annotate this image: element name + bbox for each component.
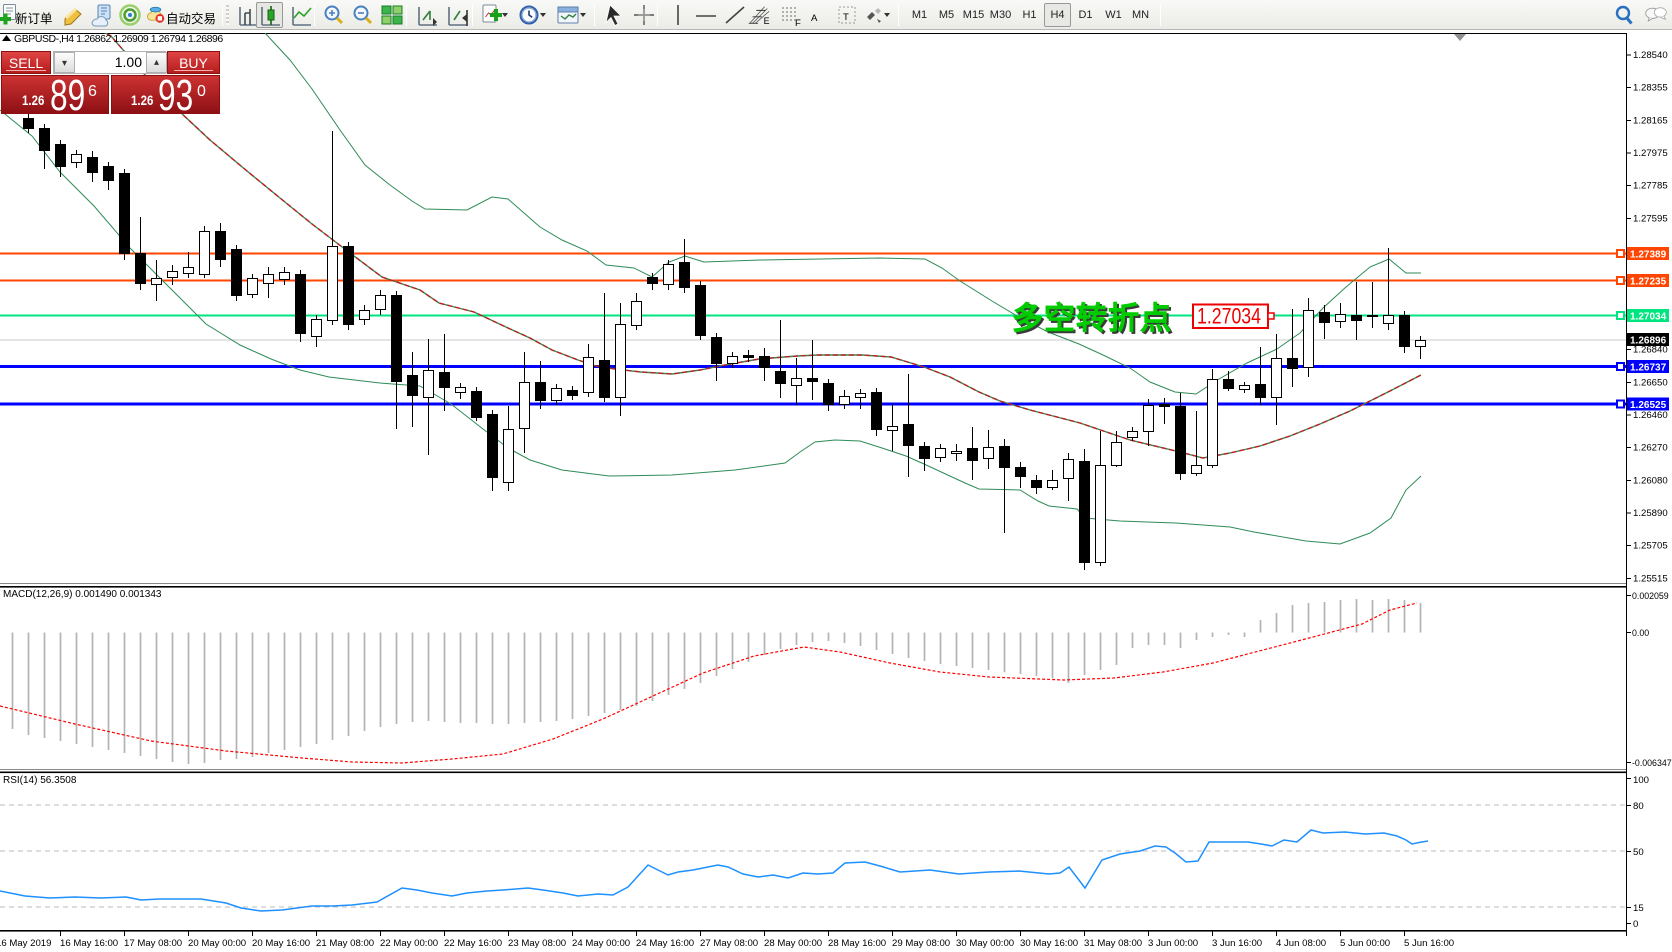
svg-text:1.27389: 1.27389 [1630,250,1667,261]
svg-text:28 May 00:00: 28 May 00:00 [764,938,822,949]
svg-text:1.28165: 1.28165 [1633,116,1668,127]
svg-text:多空转折点: 多空转折点 [1014,303,1174,338]
svg-text:31 May 08:00: 31 May 08:00 [1084,938,1142,949]
svg-text:28 May 16:00: 28 May 16:00 [828,938,886,949]
svg-text:3 Jun 16:00: 3 Jun 16:00 [1212,938,1262,949]
svg-text:17 May 08:00: 17 May 08:00 [124,938,182,949]
svg-text:1.28540: 1.28540 [1633,50,1668,61]
svg-text:30 May 16:00: 30 May 16:00 [1020,938,1078,949]
svg-text:24 May 00:00: 24 May 00:00 [572,938,630,949]
svg-text:20 May 16:00: 20 May 16:00 [252,938,310,949]
svg-text:1.26270: 1.26270 [1633,443,1668,454]
svg-text:27 May 08:00: 27 May 08:00 [700,938,758,949]
svg-text:1.27595: 1.27595 [1633,214,1668,225]
svg-text:3 Jun 00:00: 3 Jun 00:00 [1148,938,1198,949]
svg-text:24 May 16:00: 24 May 16:00 [636,938,694,949]
svg-text:1.27975: 1.27975 [1633,148,1668,159]
svg-text:1.28355: 1.28355 [1633,83,1668,94]
svg-text:F: F [795,18,801,27]
svg-text:T: T [843,12,849,23]
svg-text:1.25515: 1.25515 [1633,574,1668,585]
svg-text:1.26460: 1.26460 [1633,410,1668,421]
svg-text:20 May 00:00: 20 May 00:00 [188,938,246,949]
svg-text:0.002059: 0.002059 [1632,591,1669,601]
svg-text:1.27235: 1.27235 [1630,277,1667,288]
svg-text:15: 15 [1633,903,1644,914]
svg-text:1.26896: 1.26896 [1630,336,1667,347]
svg-text:E: E [764,16,770,26]
svg-text:5 Jun 16:00: 5 Jun 16:00 [1404,938,1454,949]
svg-text:1.26840: 1.26840 [1633,345,1668,356]
svg-text:A: A [811,13,818,24]
svg-text:29 May 08:00: 29 May 08:00 [892,938,950,949]
svg-text:1.26525: 1.26525 [1630,400,1667,411]
svg-text:0: 0 [1633,919,1638,930]
svg-text:1.27034: 1.27034 [1197,304,1261,329]
svg-text:22 May 16:00: 22 May 16:00 [444,938,502,949]
svg-text:5 Jun 00:00: 5 Jun 00:00 [1340,938,1390,949]
svg-text:30 May 00:00: 30 May 00:00 [956,938,1014,949]
svg-text:多空转折点: 多空转折点 [1012,301,1172,336]
svg-text:1.26737: 1.26737 [1630,363,1667,374]
svg-text:1.26650: 1.26650 [1633,378,1668,389]
svg-text:1.25890: 1.25890 [1633,508,1668,519]
svg-text:1.27785: 1.27785 [1633,181,1668,192]
svg-text:4 Jun 08:00: 4 Jun 08:00 [1276,938,1326,949]
svg-text:1.26080: 1.26080 [1633,476,1668,487]
svg-text:80: 80 [1633,801,1644,812]
svg-text:16 May 16:00: 16 May 16:00 [60,938,118,949]
svg-text:RSI(14) 56.3508: RSI(14) 56.3508 [3,775,77,786]
svg-text:1.25705: 1.25705 [1633,541,1668,552]
svg-text:-0.006347: -0.006347 [1632,758,1672,768]
svg-text:23 May 08:00: 23 May 08:00 [508,938,566,949]
svg-text:50: 50 [1633,847,1644,858]
svg-text:100: 100 [1633,775,1649,786]
svg-text:1.27034: 1.27034 [1630,312,1667,323]
svg-text:GBPUSD-,H4 1.26862 1.26909 1.: GBPUSD-,H4 1.26862 1.26909 1.26794 1.268… [14,33,223,45]
svg-text:MACD(12,26,9) 0.001490 0.00134: MACD(12,26,9) 0.001490 0.001343 [3,589,162,600]
svg-text:0.00: 0.00 [1632,628,1649,638]
svg-text:16 May 2019: 16 May 2019 [0,938,51,949]
svg-text:22 May 00:00: 22 May 00:00 [380,938,438,949]
svg-text:21 May 08:00: 21 May 08:00 [316,938,374,949]
